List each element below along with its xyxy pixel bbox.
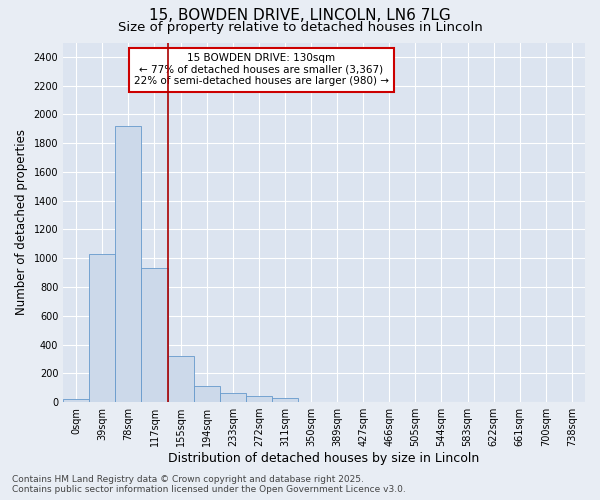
Text: 15 BOWDEN DRIVE: 130sqm
← 77% of detached houses are smaller (3,367)
22% of semi: 15 BOWDEN DRIVE: 130sqm ← 77% of detache… xyxy=(134,54,389,86)
Bar xyxy=(167,356,194,402)
Bar xyxy=(115,126,142,402)
Bar xyxy=(220,394,246,402)
Bar xyxy=(272,398,298,402)
Y-axis label: Number of detached properties: Number of detached properties xyxy=(15,130,28,316)
X-axis label: Distribution of detached houses by size in Lincoln: Distribution of detached houses by size … xyxy=(169,452,480,465)
Bar xyxy=(142,268,167,402)
Text: 15, BOWDEN DRIVE, LINCOLN, LN6 7LG: 15, BOWDEN DRIVE, LINCOLN, LN6 7LG xyxy=(149,8,451,22)
Bar xyxy=(63,399,89,402)
Bar xyxy=(89,254,115,402)
Text: Size of property relative to detached houses in Lincoln: Size of property relative to detached ho… xyxy=(118,21,482,34)
Text: Contains HM Land Registry data © Crown copyright and database right 2025.
Contai: Contains HM Land Registry data © Crown c… xyxy=(12,474,406,494)
Bar xyxy=(246,396,272,402)
Bar xyxy=(194,386,220,402)
